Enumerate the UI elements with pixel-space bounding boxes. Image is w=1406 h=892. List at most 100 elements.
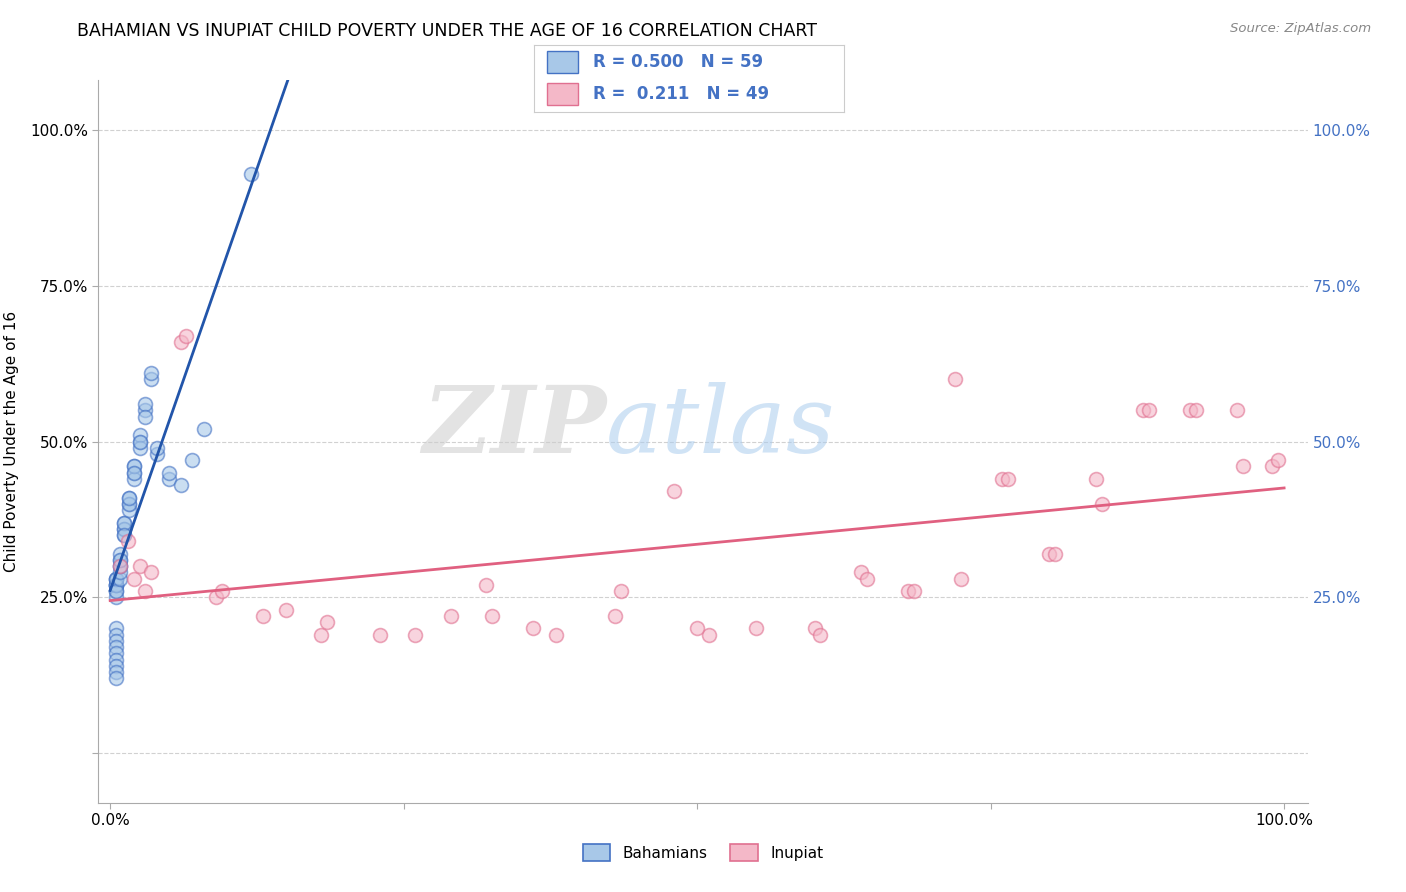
Point [118,503,141,517]
Point [546,627,568,641]
Point [252,609,274,624]
Point [1091,497,1114,511]
Text: R = 0.500   N = 59: R = 0.500 N = 59 [593,53,763,70]
Point [105,633,128,648]
Point [146,447,169,461]
Point [1267,453,1289,467]
Point [122,572,145,586]
Point [122,466,145,480]
Point [146,441,169,455]
Point [193,422,215,436]
Point [1043,547,1066,561]
Point [803,621,825,635]
Point [108,566,131,580]
Point [118,491,141,505]
Point [122,459,145,474]
Point [481,609,503,624]
Point [108,559,131,574]
Point [1185,403,1208,417]
Point [1132,403,1154,417]
Point [105,671,128,685]
Point [610,584,633,599]
Point [105,621,128,635]
Point [117,534,139,549]
Point [1038,547,1060,561]
Point [112,516,135,530]
Point [1226,403,1249,417]
Point [105,584,128,599]
Point [1232,459,1254,474]
Point [105,640,128,654]
Point [697,627,720,641]
Point [134,403,156,417]
Point [105,572,128,586]
Point [134,584,156,599]
Point [745,621,768,635]
Point [122,459,145,474]
Point [112,522,135,536]
Point [141,372,163,386]
Point [112,528,135,542]
Point [1085,472,1108,486]
Text: BAHAMIAN VS INUPIAT CHILD POVERTY UNDER THE AGE OF 16 CORRELATION CHART: BAHAMIAN VS INUPIAT CHILD POVERTY UNDER … [77,22,817,40]
Point [134,397,156,411]
Point [522,621,544,635]
Point [105,578,128,592]
Point [105,572,128,586]
Point [903,584,925,599]
Point [176,328,198,343]
Point [157,466,180,480]
Point [128,441,150,455]
Point [118,491,141,505]
Point [112,516,135,530]
Point [108,553,131,567]
Point [204,591,226,605]
Point [856,572,879,586]
Point [851,566,873,580]
Point [105,658,128,673]
Point [105,584,128,599]
Point [108,559,131,574]
Point [603,609,626,624]
Point [108,547,131,561]
Point [112,522,135,536]
Point [108,572,131,586]
Point [1261,459,1284,474]
Point [128,559,150,574]
Point [404,627,426,641]
Text: R =  0.211   N = 49: R = 0.211 N = 49 [593,85,769,103]
Point [105,591,128,605]
Point [240,167,263,181]
Point [169,478,191,492]
Point [134,409,156,424]
Text: atlas: atlas [606,382,835,472]
Point [897,584,920,599]
Point [108,559,131,574]
Point [105,646,128,660]
Point [108,553,131,567]
Point [105,627,128,641]
FancyBboxPatch shape [547,51,578,73]
Point [128,428,150,442]
Point [169,334,191,349]
Point [368,627,391,641]
Point [211,584,233,599]
Point [112,528,135,542]
Point [105,578,128,592]
Point [1137,403,1160,417]
Point [997,472,1019,486]
Point [122,466,145,480]
Point [105,578,128,592]
Point [105,665,128,679]
Point [991,472,1014,486]
Point [141,566,163,580]
Point [316,615,339,630]
Point [808,627,831,641]
Point [181,453,204,467]
Point [118,497,141,511]
Point [141,366,163,380]
Point [439,609,461,624]
Y-axis label: Child Poverty Under the Age of 16: Child Poverty Under the Age of 16 [4,311,18,572]
Point [128,434,150,449]
Point [118,497,141,511]
